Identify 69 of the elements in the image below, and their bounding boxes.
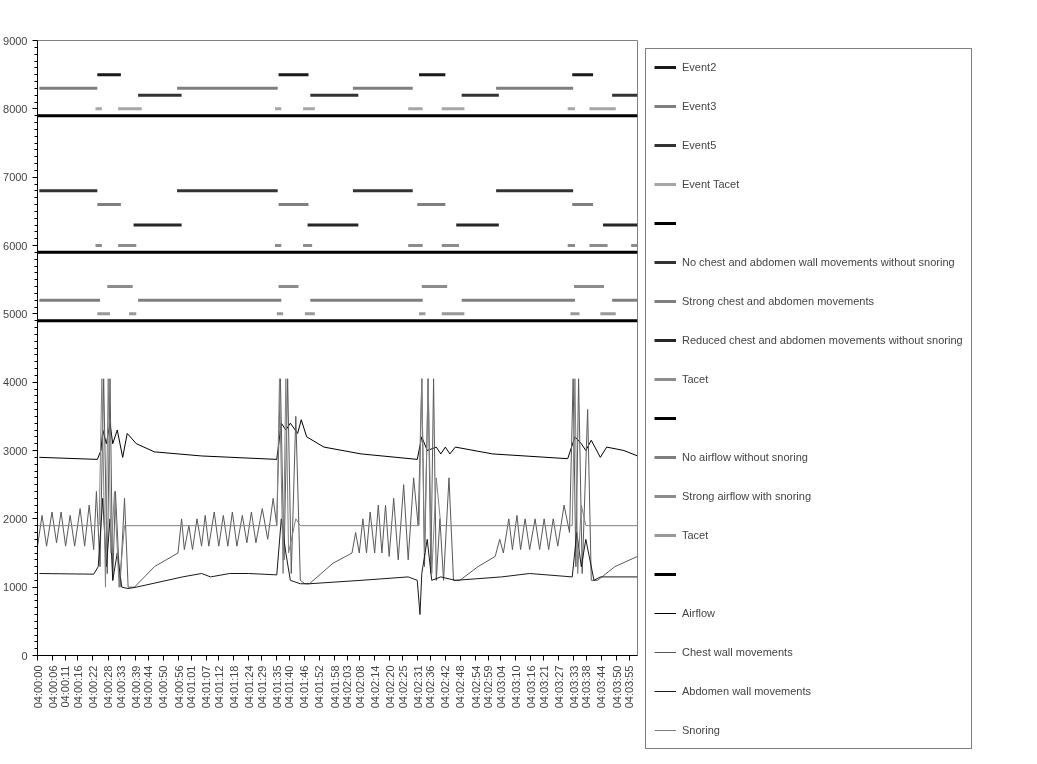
legend-label: Reduced chest and abdomen movements without snoring bbox=[682, 334, 963, 346]
x-tick-label: 04:02:54 bbox=[469, 665, 482, 709]
x-tick-label: 04:00:22 bbox=[86, 665, 99, 709]
legend-label: No chest and abdomen wall movements without snoring bbox=[682, 256, 955, 268]
x-tick-label: 04:00:50 bbox=[157, 665, 170, 709]
x-tick-label: 04:00:33 bbox=[114, 665, 127, 709]
x-tick-label: 04:00:56 bbox=[172, 665, 185, 709]
legend-label: Tacet bbox=[682, 373, 709, 385]
x-tick-label: 04:03:04 bbox=[494, 665, 507, 709]
x-tick-label: 04:01:18 bbox=[227, 665, 240, 709]
legend-label: Chest wall movements bbox=[682, 646, 793, 658]
x-tick-label: 04:01:40 bbox=[283, 665, 296, 709]
x-tick-label: 04:01:35 bbox=[270, 665, 283, 709]
x-tick-label: 04:03:55 bbox=[623, 665, 636, 709]
x-tick-label: 04:02:08 bbox=[353, 665, 366, 709]
x-tick-label: 04:02:14 bbox=[368, 665, 381, 709]
x-tick-label: 04:03:27 bbox=[552, 665, 565, 709]
legend-label: Strong airflow with snoring bbox=[682, 490, 812, 502]
x-tick-label: 04:02:20 bbox=[383, 665, 396, 709]
x-tick-label: 04:00:06 bbox=[46, 665, 59, 709]
legend-label: Event5 bbox=[682, 139, 717, 151]
x-tick-label: 04:03:21 bbox=[537, 665, 550, 709]
legend-label: Strong chest and abdomen movements bbox=[682, 295, 875, 307]
x-tick-label: 04:01:58 bbox=[328, 665, 341, 709]
x-tick-label: 04:01:07 bbox=[200, 665, 213, 709]
x-tick-label: 04:01:29 bbox=[255, 665, 268, 709]
y-tick-label: 1000 bbox=[3, 581, 28, 594]
line-series bbox=[38, 497, 638, 615]
x-tick-label: 04:00:16 bbox=[71, 665, 84, 709]
x-tick-label: 04:01:24 bbox=[242, 665, 255, 709]
legend-label: Event Tacet bbox=[682, 178, 740, 190]
x-tick-label: 04:02:25 bbox=[396, 665, 409, 709]
x-tick-label: 04:01:01 bbox=[185, 665, 198, 709]
x-tick-label: 04:00:00 bbox=[31, 665, 44, 709]
y-tick-label: 9000 bbox=[3, 34, 28, 47]
legend-label: Airflow bbox=[682, 607, 716, 619]
x-tick-label: 04:00:39 bbox=[129, 665, 142, 709]
y-tick-label: 0 bbox=[21, 649, 28, 662]
x-tick-label: 04:01:46 bbox=[298, 665, 311, 709]
x-tick-label: 04:03:44 bbox=[595, 665, 608, 709]
x-tick-label: 04:02:48 bbox=[454, 665, 467, 709]
x-tick-label: 04:03:16 bbox=[524, 665, 537, 709]
x-tick-label: 04:03:38 bbox=[580, 665, 593, 709]
y-tick-label: 2000 bbox=[3, 512, 28, 525]
legend-label: Event3 bbox=[682, 100, 717, 112]
legend-label: Tacet bbox=[682, 529, 709, 541]
x-tick-label: 04:00:44 bbox=[142, 665, 155, 709]
legend-label: Snoring bbox=[682, 724, 720, 736]
x-tick-label: 04:03:10 bbox=[509, 665, 522, 709]
x-tick-label: 04:02:31 bbox=[411, 665, 424, 709]
x-tick-label: 04:01:12 bbox=[212, 665, 225, 709]
x-tick-label: 04:02:42 bbox=[439, 665, 452, 709]
x-tick-label: 04:00:28 bbox=[102, 665, 115, 709]
x-tick-label: 04:00:11 bbox=[59, 665, 72, 708]
y-tick-label: 5000 bbox=[3, 307, 28, 320]
y-tick-label: 3000 bbox=[3, 444, 28, 457]
legend-label: Abdomen wall movements bbox=[682, 685, 812, 697]
legend-label: No airflow without snoring bbox=[682, 451, 808, 463]
x-tick-label: 04:02:03 bbox=[341, 665, 354, 709]
y-tick-label: 7000 bbox=[3, 171, 28, 184]
x-tick-label: 04:03:50 bbox=[610, 665, 623, 709]
y-tick-label: 8000 bbox=[3, 102, 28, 115]
x-tick-label: 04:02:36 bbox=[424, 665, 437, 709]
x-tick-label: 04:01:52 bbox=[313, 665, 326, 709]
y-tick-label: 6000 bbox=[3, 239, 28, 252]
x-tick-label: 04:02:59 bbox=[482, 665, 495, 709]
x-tick-label: 04:03:33 bbox=[567, 665, 580, 709]
legend-label: Event2 bbox=[682, 61, 717, 73]
y-tick-label: 4000 bbox=[3, 376, 28, 389]
